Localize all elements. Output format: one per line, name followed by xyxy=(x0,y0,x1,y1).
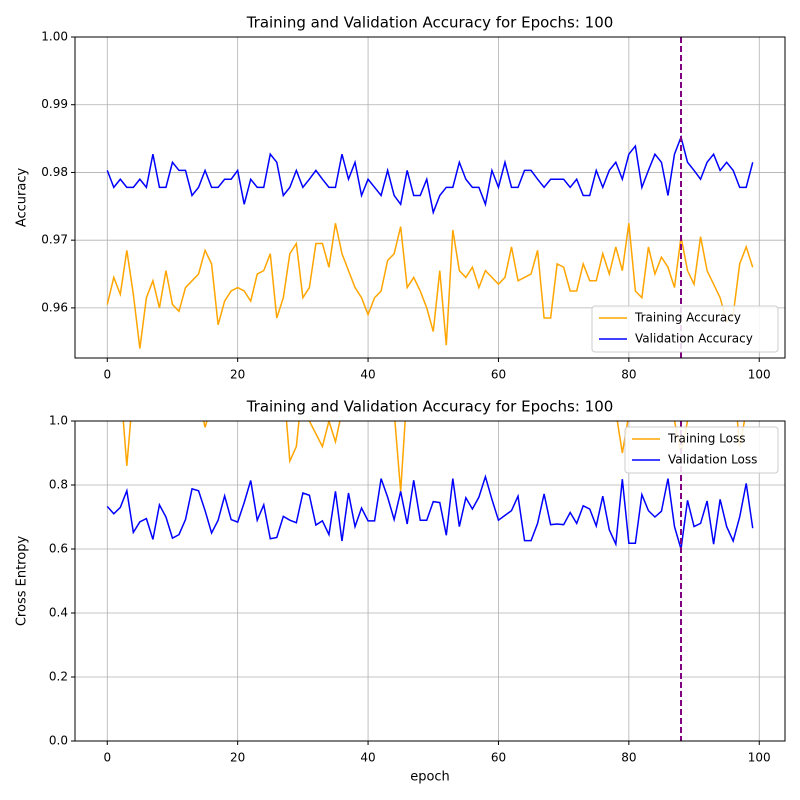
legend-label: Validation Loss xyxy=(668,453,757,467)
x-tick-label: 100 xyxy=(748,751,771,765)
series-line xyxy=(106,223,754,349)
y-tick-label: 0.2 xyxy=(49,670,68,684)
y-axis-label: Cross Entropy xyxy=(15,536,30,627)
legend-box xyxy=(591,305,779,353)
x-tick-label: 100 xyxy=(748,368,771,382)
series-line xyxy=(106,474,754,550)
y-axis-label: Accuracy xyxy=(15,168,30,228)
chart-title: Training and Validation Accuracy for Epo… xyxy=(246,398,614,416)
x-tick-label: 20 xyxy=(230,751,245,765)
legend-label: Validation Accuracy xyxy=(635,332,753,346)
x-tick-label: 60 xyxy=(491,751,506,765)
y-tick-label: 0.97 xyxy=(41,233,68,247)
x-tick-label: 60 xyxy=(491,368,506,382)
x-tick-label: 40 xyxy=(360,368,375,382)
y-tick-label: 1.0 xyxy=(49,414,68,428)
axes-frame xyxy=(74,36,786,359)
y-tick-label: 0.96 xyxy=(41,300,68,314)
legend-label: Training Loss xyxy=(667,432,745,446)
y-tick-label: 0.8 xyxy=(49,478,68,492)
legend-box xyxy=(624,426,779,474)
x-tick-label: 80 xyxy=(621,751,636,765)
x-tick-label: 40 xyxy=(360,751,375,765)
y-tick-label: 0.98 xyxy=(41,165,68,179)
plot-area xyxy=(106,134,754,349)
y-tick-label: 0.4 xyxy=(49,606,68,620)
x-tick-label: 0 xyxy=(103,368,111,382)
legend-label: Training Accuracy xyxy=(634,311,741,325)
series-line xyxy=(106,134,754,216)
x-tick-label: 20 xyxy=(230,368,245,382)
x-axis-label: epoch xyxy=(410,770,450,785)
y-tick-label: 0.0 xyxy=(49,734,68,748)
plot-area xyxy=(106,421,754,550)
axes-frame xyxy=(74,420,786,742)
x-tick-label: 80 xyxy=(621,368,636,382)
y-tick-label: 1.00 xyxy=(41,30,68,44)
y-tick-label: 0.99 xyxy=(41,97,68,111)
y-tick-label: 0.6 xyxy=(49,542,68,556)
x-tick-label: 0 xyxy=(103,751,111,765)
chart-title: Training and Validation Accuracy for Epo… xyxy=(246,14,614,32)
